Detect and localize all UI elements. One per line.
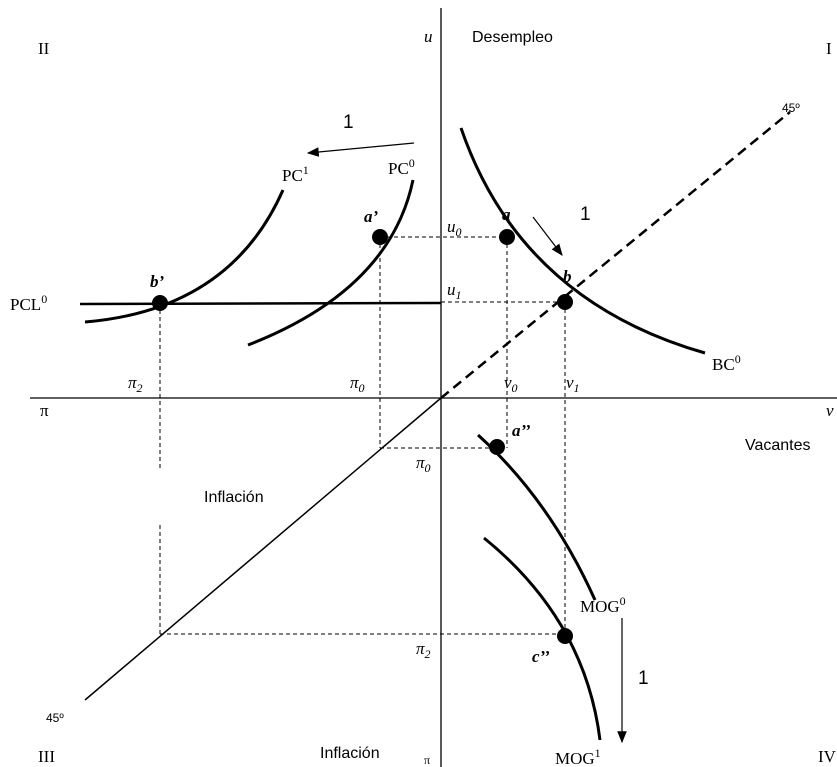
curve-label: BC0 xyxy=(712,352,741,374)
label-sup: 0 xyxy=(41,292,47,306)
quadrant-label: II xyxy=(38,39,50,58)
curve-pc1 xyxy=(84,189,285,324)
label-sub: 0 xyxy=(456,225,462,239)
label-sub: 2 xyxy=(425,647,431,661)
axis-label: π xyxy=(424,753,430,767)
point-label: c’’ xyxy=(532,647,550,666)
axis-value: v1 xyxy=(566,373,580,395)
point-label: a xyxy=(502,205,511,224)
label-sub: 0 xyxy=(512,381,518,395)
point-label: b xyxy=(563,267,572,286)
line-45 xyxy=(440,111,791,399)
label-base: u xyxy=(447,280,456,299)
label-base: BC xyxy=(712,355,735,374)
point-label: a’ xyxy=(364,207,379,226)
axis-label: u xyxy=(424,27,433,46)
label-sub: 0 xyxy=(425,461,431,475)
label-base: π xyxy=(416,639,425,658)
line-45-q3 xyxy=(84,397,442,701)
label-base: PCL xyxy=(10,295,41,314)
axis-label: π xyxy=(40,401,49,420)
label-base: PC xyxy=(388,159,409,178)
curve-label: PC0 xyxy=(388,156,415,178)
curve-mog0 xyxy=(476,433,597,601)
curve-mog1 xyxy=(483,536,602,741)
label-base: v xyxy=(504,373,512,392)
curve-label: MOG1 xyxy=(555,746,601,767)
point xyxy=(152,295,168,311)
axis-value: u1 xyxy=(447,280,462,302)
axis-value: π0 xyxy=(416,453,431,475)
axis-value: v0 xyxy=(504,373,518,395)
shift-label: 1 xyxy=(638,668,649,689)
quadrant-label: IV xyxy=(818,747,837,766)
point xyxy=(489,439,505,455)
angle-label: 45º xyxy=(782,101,800,115)
axis-title: Inflación xyxy=(204,489,264,506)
label-sup: 0 xyxy=(735,352,741,366)
point xyxy=(499,229,515,245)
curve-label: MOG0 xyxy=(580,594,626,616)
curve-label: PCL0 xyxy=(10,292,47,314)
axis-title: Desempleo xyxy=(472,29,553,46)
point-label: b’ xyxy=(150,272,165,291)
label-base: π xyxy=(416,453,425,472)
quadrant-label: I xyxy=(826,39,832,58)
shift-label: 1 xyxy=(343,112,354,133)
label-sub: 1 xyxy=(574,381,580,395)
label-sub: 1 xyxy=(456,288,462,302)
guide-lines xyxy=(159,236,566,636)
label-sub: 2 xyxy=(137,381,143,395)
label-sup: 0 xyxy=(620,594,626,608)
label-sup: 0 xyxy=(409,156,415,170)
quadrant-label: III xyxy=(38,747,55,766)
point xyxy=(372,229,388,245)
points xyxy=(152,229,573,644)
point-label: a’’ xyxy=(512,421,531,440)
label-base: v xyxy=(566,373,574,392)
shift-arrow xyxy=(306,142,415,157)
label-base: π xyxy=(350,373,359,392)
label-base: u xyxy=(447,217,456,236)
axis-value: π0 xyxy=(350,373,365,395)
label-sup: 1 xyxy=(595,746,601,760)
label-base: π xyxy=(128,373,137,392)
curve-pcl0 xyxy=(79,301,442,306)
axis-label: v xyxy=(826,401,834,420)
axis-title: Vacantes xyxy=(745,437,811,454)
curve-bc0 xyxy=(459,127,706,355)
label-sub: 0 xyxy=(359,381,365,395)
label-base: MOG xyxy=(555,749,595,767)
axis-value: π2 xyxy=(416,639,431,661)
shift-arrow xyxy=(532,216,563,256)
label-base: PC xyxy=(282,166,303,185)
curve-pc0 xyxy=(247,179,415,347)
label-sup: 1 xyxy=(303,163,309,177)
label-base: MOG xyxy=(580,597,620,616)
point xyxy=(557,628,573,644)
axis-value: u0 xyxy=(447,217,462,239)
angle-label: 45º xyxy=(46,711,64,725)
axis-title: Inflación xyxy=(320,745,380,762)
axis-value: π2 xyxy=(128,373,143,395)
shift-label: 1 xyxy=(580,204,591,225)
point xyxy=(557,294,573,310)
curve-label: PC1 xyxy=(282,163,309,185)
